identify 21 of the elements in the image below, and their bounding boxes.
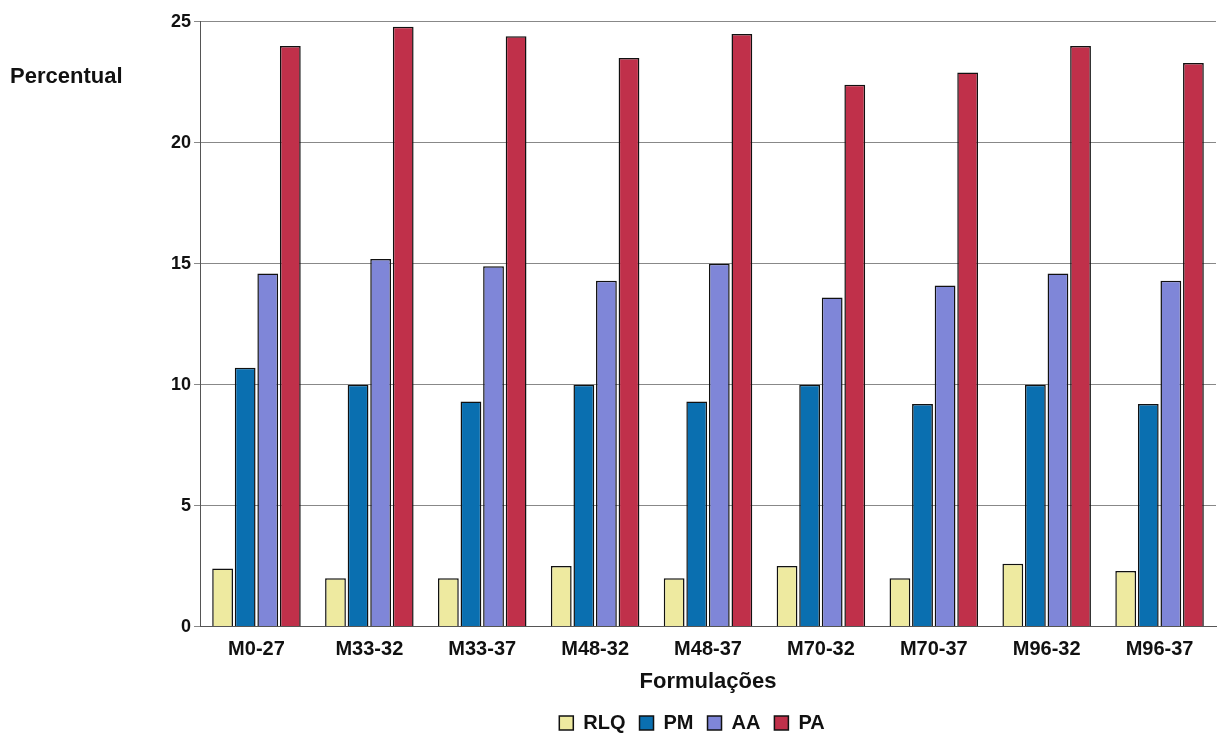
x-tick-label: M70-37 bbox=[899, 637, 968, 660]
x-tick-label: M48-37 bbox=[674, 637, 742, 660]
y-tick-label: 20 bbox=[170, 131, 192, 152]
y-tick-label: 25 bbox=[170, 10, 192, 31]
x-tick-label: M70-32 bbox=[786, 637, 855, 660]
legend-label: PM bbox=[663, 710, 694, 733]
x-tick-label: M96-37 bbox=[1125, 637, 1194, 660]
x-axis-title: Formulações bbox=[639, 667, 777, 693]
legend-label: PA bbox=[798, 710, 825, 733]
y-tick-label: 10 bbox=[170, 373, 192, 394]
legend-label: RLQ bbox=[583, 710, 626, 733]
x-tick-label: M0-27 bbox=[228, 637, 285, 660]
x-tick-label: M96-32 bbox=[1012, 637, 1081, 660]
y-tick-label: 15 bbox=[170, 252, 192, 273]
x-tick-label: M33-32 bbox=[335, 637, 404, 660]
x-tick-label: M48-32 bbox=[561, 637, 630, 660]
y-tick-label: 0 bbox=[181, 615, 192, 636]
y-axis-title: Percentual bbox=[10, 62, 123, 88]
y-tick-label: 5 bbox=[181, 494, 192, 515]
x-tick-label: M33-37 bbox=[448, 637, 517, 660]
legend-label: AA bbox=[731, 710, 761, 733]
